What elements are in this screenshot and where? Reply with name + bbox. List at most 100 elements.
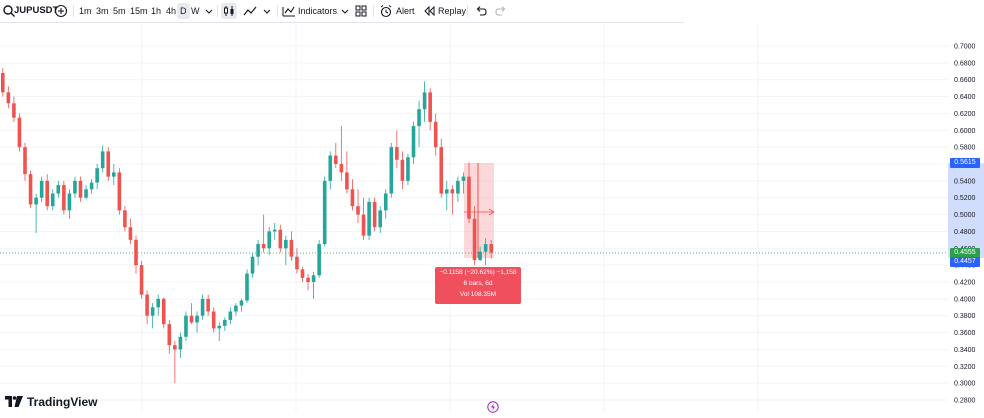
symbol-label[interactable]: JUPUSDT bbox=[14, 5, 59, 16]
indicators-button[interactable]: Indicators bbox=[298, 6, 338, 16]
candle-body bbox=[12, 103, 16, 118]
price-axis-tick-label: 0.3800 bbox=[954, 313, 976, 320]
candle-body bbox=[345, 172, 349, 190]
candle bbox=[134, 235, 138, 274]
candle-body bbox=[256, 244, 260, 257]
candle bbox=[300, 266, 305, 282]
candle bbox=[267, 227, 271, 256]
timeframe-15m[interactable]: 15m bbox=[130, 6, 148, 16]
candle-body bbox=[45, 180, 49, 207]
indicators-icon[interactable] bbox=[282, 4, 296, 18]
candle-body bbox=[278, 229, 283, 249]
axis-range-highlight bbox=[948, 163, 984, 258]
price-axis-tick-label: 0.4800 bbox=[954, 229, 976, 236]
candle bbox=[50, 189, 55, 211]
replay-icon[interactable] bbox=[422, 4, 436, 18]
candle bbox=[350, 179, 355, 211]
price-axis-tick-label: 0.3400 bbox=[954, 347, 976, 354]
candle-body bbox=[428, 92, 432, 122]
timeframe-1h[interactable]: 1h bbox=[151, 6, 162, 16]
candle bbox=[173, 341, 177, 384]
candle-body bbox=[128, 227, 133, 240]
candle-body bbox=[6, 92, 11, 104]
toolbar-divider bbox=[467, 5, 468, 17]
timeframe-3m[interactable]: 3m bbox=[96, 6, 109, 16]
candle bbox=[100, 145, 105, 173]
candle-body bbox=[62, 185, 66, 211]
candle bbox=[428, 88, 432, 131]
price-axis-tick-label: 0.6600 bbox=[954, 77, 976, 84]
candle bbox=[389, 142, 394, 198]
timeframe-4h[interactable]: 4h bbox=[166, 6, 177, 16]
templates-grid-icon[interactable] bbox=[354, 4, 368, 18]
candle-body bbox=[361, 214, 366, 236]
candle-body bbox=[300, 269, 305, 278]
candle bbox=[161, 297, 166, 329]
candle bbox=[472, 206, 477, 266]
candle bbox=[489, 239, 493, 259]
chevron-down-icon[interactable] bbox=[338, 4, 352, 18]
candle-body bbox=[89, 182, 94, 190]
candle-body bbox=[322, 180, 327, 245]
undo-icon[interactable] bbox=[474, 4, 488, 18]
candle-body bbox=[383, 193, 388, 211]
toolbar-border bbox=[0, 22, 684, 23]
tradingview-logo-text: TradingView bbox=[27, 395, 98, 409]
redo-icon[interactable] bbox=[494, 4, 508, 18]
candle-body bbox=[150, 307, 155, 316]
measure-bars-text: 6 bars, 6d bbox=[463, 280, 493, 287]
candle bbox=[245, 269, 249, 304]
chevron-down-icon[interactable] bbox=[202, 4, 216, 18]
timeframe-5m[interactable]: 5m bbox=[113, 6, 126, 16]
drawing-tool-icon[interactable] bbox=[243, 4, 257, 18]
lightning-icon[interactable] bbox=[487, 400, 499, 413]
candle-body bbox=[23, 147, 27, 175]
toolbar-divider bbox=[217, 5, 218, 17]
candle bbox=[450, 185, 455, 215]
candle-body bbox=[84, 189, 88, 198]
candle-body bbox=[211, 311, 216, 329]
add-symbol-icon[interactable] bbox=[54, 4, 68, 18]
candle-body bbox=[173, 345, 177, 350]
candle bbox=[150, 303, 155, 329]
candle-body bbox=[422, 92, 427, 110]
timeframe-d[interactable]: D bbox=[177, 3, 190, 19]
price-axis-tick-label: 0.3000 bbox=[954, 381, 976, 388]
candle-body bbox=[95, 168, 99, 183]
chevron-down-icon[interactable] bbox=[260, 4, 274, 18]
search-icon[interactable] bbox=[2, 4, 16, 18]
candles-chart-type-icon[interactable] bbox=[221, 3, 237, 19]
timeframe-1m[interactable]: 1m bbox=[79, 6, 92, 16]
measure-arrow-icon bbox=[488, 208, 495, 216]
low-price-tag: 0.4457 bbox=[950, 257, 980, 267]
candle-body bbox=[56, 185, 61, 194]
candle-body bbox=[272, 229, 277, 232]
toolbar-divider bbox=[73, 5, 74, 17]
candle-body bbox=[350, 189, 355, 207]
candle bbox=[372, 197, 377, 232]
candle-body bbox=[461, 176, 466, 181]
timeframe-w[interactable]: W bbox=[191, 6, 200, 16]
candle bbox=[200, 294, 205, 320]
candle bbox=[322, 176, 327, 247]
candle-body bbox=[200, 298, 205, 316]
candle bbox=[167, 319, 172, 354]
price-axis-tick-label: 0.6400 bbox=[954, 94, 976, 101]
replay-button[interactable]: Replay bbox=[438, 6, 467, 16]
candle bbox=[45, 174, 49, 211]
candle bbox=[128, 218, 133, 245]
tradingview-logo[interactable]: TradingView bbox=[5, 394, 97, 410]
candle bbox=[189, 303, 194, 325]
candle bbox=[117, 168, 122, 215]
candle bbox=[345, 151, 349, 194]
alert-button[interactable]: Alert bbox=[396, 6, 415, 16]
candle-body bbox=[161, 298, 166, 325]
candle bbox=[223, 317, 227, 331]
price-axis-tick-label: 0.5400 bbox=[954, 178, 976, 185]
toolbar-divider bbox=[277, 5, 278, 17]
price-axis-tick-label: 0.4000 bbox=[954, 296, 976, 303]
candle-body bbox=[123, 210, 127, 228]
alarm-clock-icon[interactable] bbox=[379, 4, 393, 18]
candle-body bbox=[289, 239, 294, 257]
